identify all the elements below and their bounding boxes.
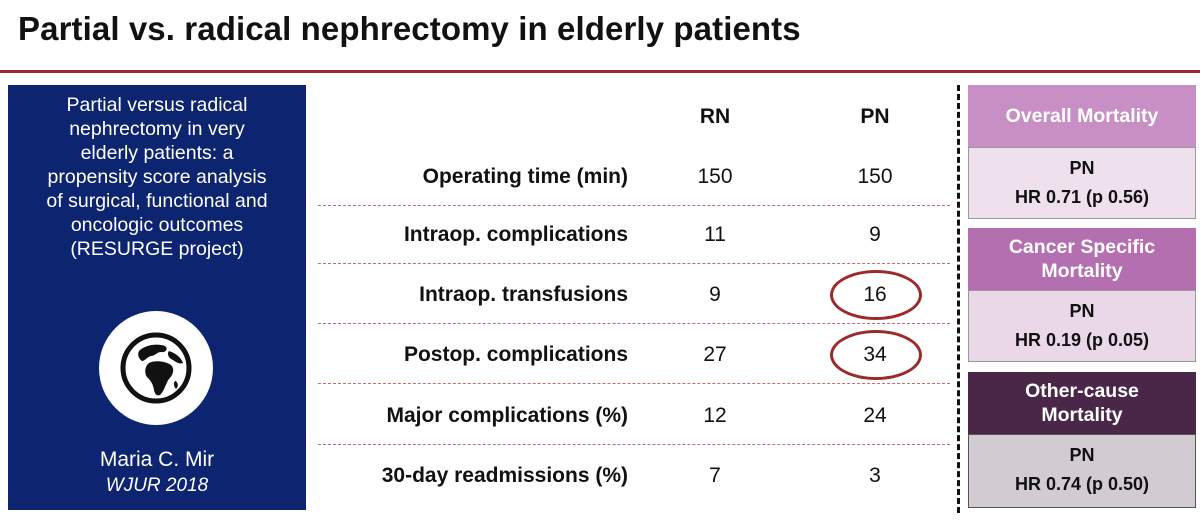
paper-title-line: nephrectomy in very bbox=[69, 118, 245, 140]
mortality-hr: HR 0.74 (p 0.50) bbox=[1014, 474, 1150, 494]
paper-title-line: oncologic outcomes bbox=[70, 214, 244, 236]
column-header-rn: RN bbox=[699, 105, 731, 128]
cell-rn: 7 bbox=[709, 464, 721, 487]
row-label: Postop. complications bbox=[403, 343, 628, 366]
highlight-circle bbox=[830, 270, 922, 320]
cell-rn: 9 bbox=[709, 283, 721, 306]
paper-title-line: elderly patients: a bbox=[80, 142, 234, 164]
row-label: Operating time (min) bbox=[422, 165, 628, 188]
row-divider bbox=[318, 205, 950, 206]
row-label: 30-day readmissions (%) bbox=[381, 464, 628, 487]
mortality-result: PN HR 0.71 (p 0.56) bbox=[968, 147, 1196, 219]
overall-mortality-box: Overall Mortality PN HR 0.71 (p 0.56) bbox=[968, 85, 1196, 219]
paper-title-line: Partial versus radical bbox=[66, 94, 248, 116]
row-label: Intraop. transfusions bbox=[419, 283, 628, 306]
mortality-hr: HR 0.19 (p 0.05) bbox=[1014, 330, 1150, 350]
paper-card: Partial versus radical nephrectomy in ve… bbox=[8, 85, 306, 510]
row-label: Intraop. complications bbox=[403, 223, 628, 246]
mortality-title: Cancer Specific Mortality bbox=[968, 228, 1196, 290]
row-divider bbox=[318, 383, 950, 384]
row-label: Major complications (%) bbox=[386, 404, 628, 427]
row-divider bbox=[318, 263, 950, 264]
table-row: 30-day readmissions (%) 7 3 bbox=[318, 447, 950, 505]
cell-rn: 11 bbox=[704, 223, 726, 246]
title-rule bbox=[0, 70, 1200, 73]
paper-title-line: (RESURGE project) bbox=[70, 238, 244, 260]
paper-author: Maria C. Mir bbox=[99, 448, 215, 471]
mortality-group: PN bbox=[1069, 445, 1095, 465]
results-table: RN PN Operating time (min) 150 150 Intra… bbox=[318, 85, 950, 510]
row-divider bbox=[318, 444, 950, 445]
mortality-group: PN bbox=[1069, 158, 1095, 178]
mortality-result: PN HR 0.74 (p 0.50) bbox=[968, 434, 1196, 508]
globe-badge bbox=[99, 311, 213, 425]
cell-pn: 9 bbox=[869, 223, 881, 246]
slide-title: Partial vs. radical nephrectomy in elder… bbox=[18, 10, 801, 47]
mortality-result: PN HR 0.19 (p 0.05) bbox=[968, 290, 1196, 362]
cancer-specific-mortality-box: Cancer Specific Mortality PN HR 0.19 (p … bbox=[968, 228, 1196, 362]
mortality-hr: HR 0.71 (p 0.56) bbox=[1014, 187, 1150, 207]
vertical-divider bbox=[957, 85, 960, 513]
table-row: Operating time (min) 150 150 bbox=[318, 148, 950, 206]
column-header-pn: PN bbox=[860, 105, 890, 128]
globe-icon bbox=[120, 332, 192, 404]
table-row: Intraop. complications 11 9 bbox=[318, 206, 950, 264]
highlight-circle bbox=[830, 330, 922, 380]
row-divider bbox=[318, 323, 950, 324]
paper-journal: WJUR 2018 bbox=[105, 475, 209, 496]
cell-rn: 150 bbox=[697, 165, 733, 188]
mortality-title: Other-cause Mortality bbox=[968, 372, 1196, 434]
table-row: Intraop. transfusions 9 16 bbox=[318, 266, 950, 324]
mortality-group: PN bbox=[1069, 301, 1095, 321]
paper-title: Partial versus radical nephrectomy in ve… bbox=[8, 93, 306, 261]
other-cause-mortality-box: Other-cause Mortality PN HR 0.74 (p 0.50… bbox=[968, 372, 1196, 508]
mortality-title: Overall Mortality bbox=[968, 85, 1196, 147]
cell-rn: 27 bbox=[703, 343, 727, 366]
cell-pn: 24 bbox=[863, 404, 887, 427]
paper-title-line: of surgical, functional and bbox=[46, 190, 268, 212]
cell-rn: 12 bbox=[703, 404, 727, 427]
table-row: Major complications (%) 12 24 bbox=[318, 387, 950, 445]
cell-pn: 3 bbox=[869, 464, 881, 487]
cell-pn: 150 bbox=[857, 165, 893, 188]
table-row: Postop. complications 27 34 bbox=[318, 326, 950, 384]
paper-title-line: propensity score analysis bbox=[47, 166, 267, 188]
